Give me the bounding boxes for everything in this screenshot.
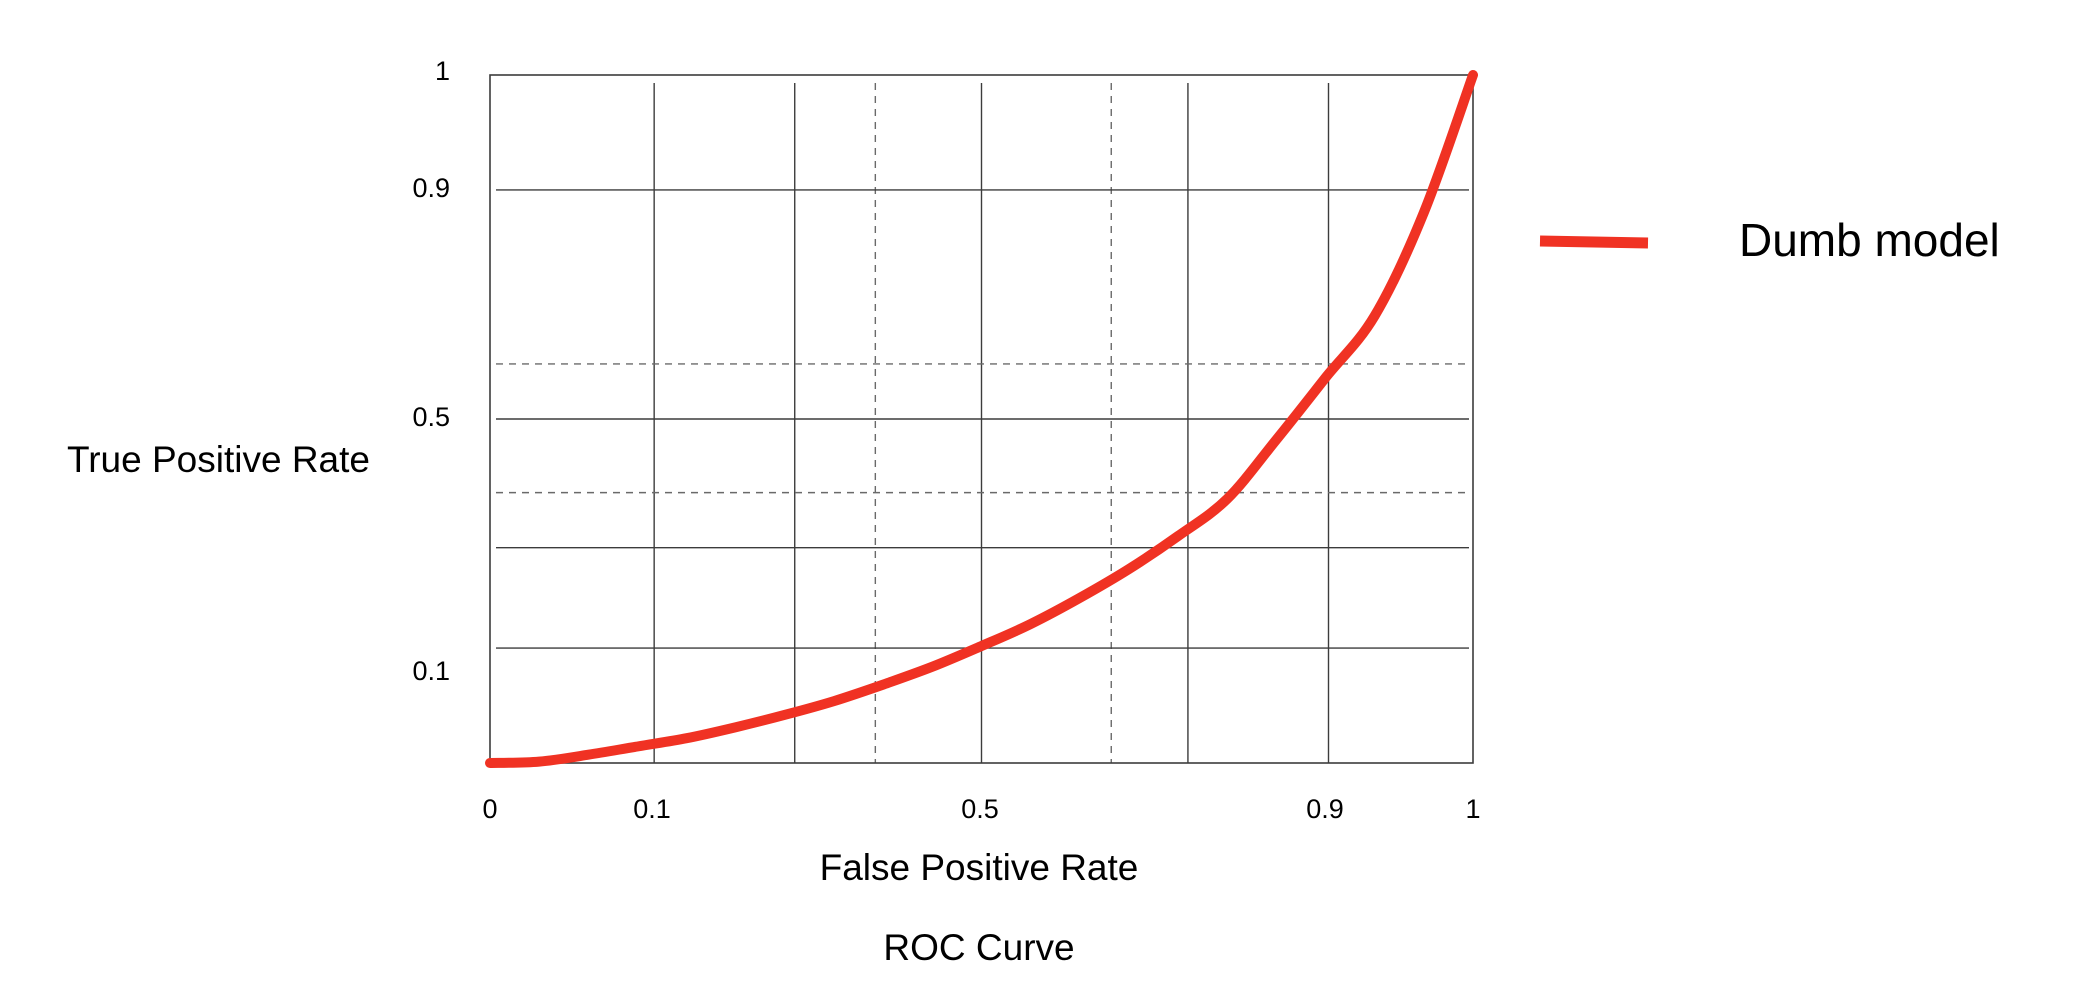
x-tick-label: 0.5 (961, 794, 999, 824)
y-axis-title: True Positive Rate (67, 439, 370, 480)
x-tick-label: 1 (1465, 794, 1480, 824)
x-tick-label: 0.1 (633, 794, 671, 824)
legend-swatch-dumb-model (1539, 235, 1649, 249)
series-line-dumb-model (485, 70, 1478, 768)
y-tick-label: 0.1 (412, 656, 450, 686)
x-tick-label: 0 (482, 794, 497, 824)
y-tick-label: 0.5 (412, 402, 450, 432)
chart-title: ROC Curve (883, 927, 1074, 968)
legend: Dumb model (1539, 214, 2000, 266)
plot-frame (489, 74, 1474, 764)
y-tick-label: 1 (435, 56, 450, 86)
grid-layer (496, 83, 1469, 763)
legend-label-dumb-model: Dumb model (1739, 214, 2000, 266)
x-axis-title: False Positive Rate (820, 847, 1139, 888)
tick-labels: 0 0.1 0.5 0.9 1 0.1 0.5 0.9 1 (412, 56, 1480, 824)
y-tick-label: 0.9 (412, 173, 450, 203)
x-tick-label: 0.9 (1306, 794, 1344, 824)
